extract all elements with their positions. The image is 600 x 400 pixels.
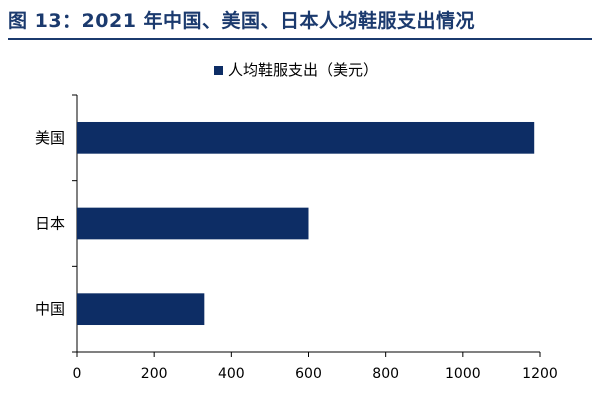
- bars: [77, 121, 535, 326]
- x-tick-label: 400: [218, 366, 245, 382]
- bar: [77, 121, 535, 154]
- x-tick-label: 1200: [522, 366, 558, 382]
- x-tick-label: 200: [141, 366, 168, 382]
- x-tick-label: 800: [372, 366, 399, 382]
- x-tick-label: 1000: [445, 366, 481, 382]
- legend-label: 人均鞋服支出（美元）: [228, 61, 378, 79]
- x-tick-label: 0: [73, 366, 82, 382]
- figure-title: 图 13：2021 年中国、美国、日本人均鞋服支出情况: [8, 10, 476, 32]
- bar: [77, 207, 309, 240]
- y-tick-label: 日本: [35, 215, 65, 233]
- legend-swatch: [214, 66, 223, 75]
- bar: [77, 293, 205, 326]
- y-tick-label: 美国: [35, 129, 65, 147]
- y-tick-label: 中国: [35, 300, 65, 318]
- title-divider: [8, 38, 592, 40]
- legend: 人均鞋服支出（美元）: [214, 61, 378, 79]
- x-tick-label: 600: [295, 366, 322, 382]
